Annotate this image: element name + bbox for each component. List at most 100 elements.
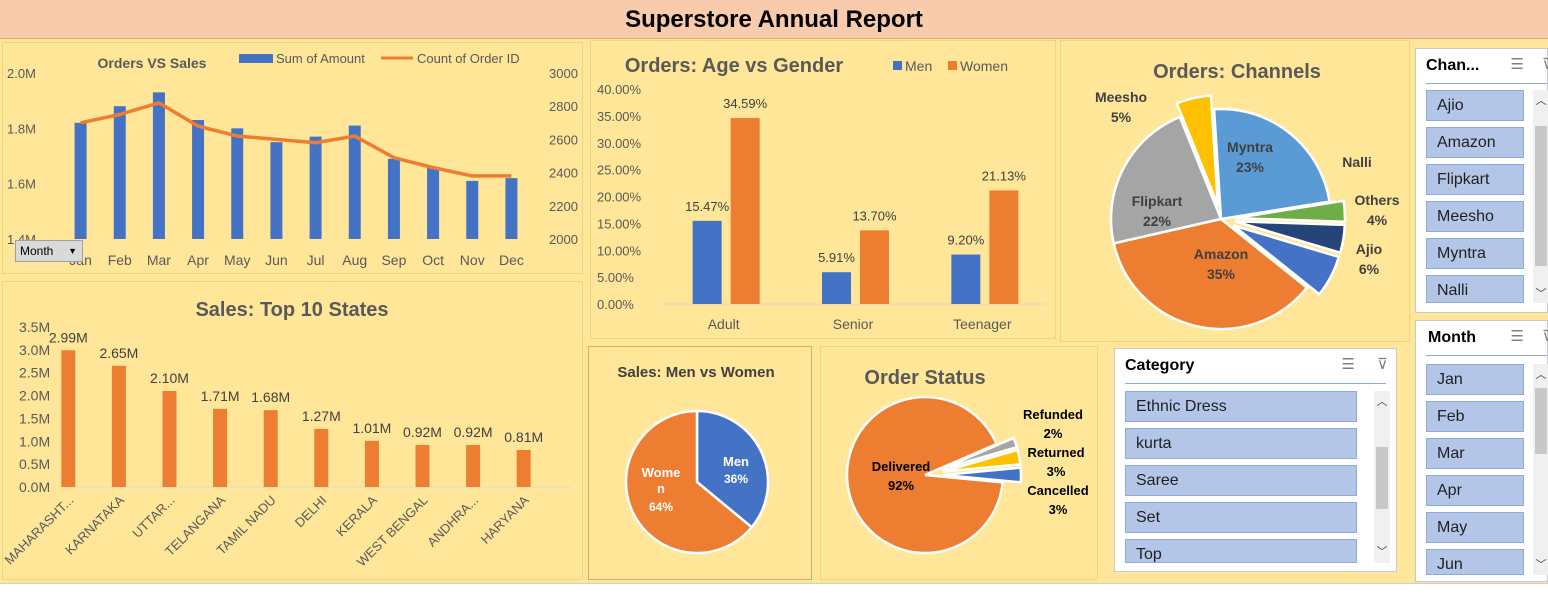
category-slicer-title: Category xyxy=(1125,357,1195,374)
data-label: 1.27M xyxy=(302,408,341,424)
month-scrollbar[interactable]: ︿ ﹀ xyxy=(1533,364,1548,575)
data-label: 21.13% xyxy=(982,168,1027,183)
slicer-icons: ☰ ⊽ xyxy=(1510,55,1548,73)
clear-filter-icon[interactable]: ⊽ xyxy=(1542,56,1548,73)
multi-select-icon[interactable]: ☰ xyxy=(1510,56,1524,73)
slice-label: Meesho xyxy=(1095,89,1147,105)
slice-label: Ajio xyxy=(1356,241,1382,257)
pie-slice-myntra xyxy=(1212,107,1332,221)
bar-amount xyxy=(74,122,87,239)
channels-chart: Orders: Channels Myntra 23% Nalli Others 4% Aj… xyxy=(1095,61,1400,331)
y2-tick-label: 3000 xyxy=(549,66,578,81)
month-slicer: Month ☰ ⊽ Jan Feb Mar Apr May Jun ︿ ﹀ xyxy=(1415,320,1548,582)
slicer-item-flipkart[interactable]: Flipkart xyxy=(1426,164,1524,195)
slicer-item-saree[interactable]: Saree xyxy=(1125,465,1357,496)
y-tick-label: 40.00% xyxy=(597,82,642,97)
slicer-item-ethnic-dress[interactable]: Ethnic Dress xyxy=(1125,391,1357,422)
top-states-chart: Sales: Top 10 States 0.0M 0.5M 1.0M 1.5M 2.0M… xyxy=(1,299,571,569)
legend-swatch-women xyxy=(948,61,957,70)
slicer-item-nalli[interactable]: Nalli xyxy=(1426,275,1524,303)
slice-label: Refunded xyxy=(1023,407,1083,422)
y2-tick-label: 2800 xyxy=(549,99,578,114)
slice-label: Myntra xyxy=(1227,139,1273,155)
x-tick-label: UTTAR... xyxy=(129,493,177,541)
scroll-thumb[interactable] xyxy=(1376,447,1388,509)
chart-title: Orders: Age vs Gender xyxy=(625,55,843,77)
pie-slice-delivered xyxy=(845,395,1005,555)
slicer-item-jun[interactable]: Jun xyxy=(1426,549,1524,575)
scroll-down-icon[interactable]: ﹀ xyxy=(1535,559,1547,571)
bar-men xyxy=(692,220,722,304)
bar-state xyxy=(61,350,76,487)
slicer-item-feb[interactable]: Feb xyxy=(1426,401,1524,432)
x-tick-label: May xyxy=(224,252,250,268)
multi-select-icon[interactable]: ☰ xyxy=(1341,356,1355,373)
chart-title: Order Status xyxy=(864,367,985,389)
scroll-up-icon[interactable]: ︿ xyxy=(1535,95,1547,107)
slice-pct: 4% xyxy=(1367,212,1388,228)
y-tick-label: 1.6M xyxy=(7,177,36,192)
bar-men xyxy=(822,272,851,304)
legend-label: Count of Order ID xyxy=(417,51,520,66)
slicer-item-mar[interactable]: Mar xyxy=(1426,438,1524,469)
x-tick-label: Apr xyxy=(187,252,209,268)
scroll-thumb[interactable] xyxy=(1535,126,1547,266)
channel-scrollbar[interactable]: ︿ ﹀ xyxy=(1533,90,1548,303)
scroll-down-icon[interactable]: ﹀ xyxy=(1376,546,1388,558)
data-label: 0.81M xyxy=(504,429,543,445)
x-tick-label: Sep xyxy=(381,252,406,268)
x-tick-label: Oct xyxy=(422,252,444,268)
slicer-item-myntra[interactable]: Myntra xyxy=(1426,238,1524,269)
channel-slicer-title: Chan... xyxy=(1426,57,1480,74)
report-title: Superstore Annual Report xyxy=(625,6,923,33)
bar-amount xyxy=(387,158,400,239)
order-status-panel: Order Status Delivered 92% Refunded 2% Return… xyxy=(820,346,1098,580)
data-label: 1.68M xyxy=(251,389,290,405)
y-tick-label: 30.00% xyxy=(597,136,642,151)
category-scrollbar[interactable]: ︿ ﹀ xyxy=(1374,391,1390,563)
scroll-down-icon[interactable]: ﹀ xyxy=(1535,288,1547,300)
legend-label: Men xyxy=(905,58,932,74)
scroll-up-icon[interactable]: ︿ xyxy=(1535,369,1547,381)
slice-label: Men xyxy=(723,454,749,469)
slicer-item-apr[interactable]: Apr xyxy=(1426,475,1524,506)
month-filter-button[interactable]: Month ▼ xyxy=(15,240,83,262)
slicer-item-ajio[interactable]: Ajio xyxy=(1426,90,1524,121)
slicer-item-top[interactable]: Top xyxy=(1125,539,1357,563)
slicer-item-set[interactable]: Set xyxy=(1125,502,1357,533)
scroll-thumb[interactable] xyxy=(1535,388,1547,454)
pie-slice-meesho xyxy=(1175,94,1220,206)
slice-pct: 23% xyxy=(1236,159,1265,175)
bar-state xyxy=(466,444,481,487)
bar-state xyxy=(364,440,379,487)
x-tick-label: Jun xyxy=(265,252,288,268)
chart-title: Sales: Men vs Women xyxy=(617,364,774,381)
slicer-divider xyxy=(1426,355,1547,356)
slicer-item-meesho[interactable]: Meesho xyxy=(1426,201,1524,232)
legend-swatch-amount xyxy=(239,54,273,63)
slicer-item-may[interactable]: May xyxy=(1426,512,1524,543)
slice-pct: 64% xyxy=(649,500,673,514)
clear-filter-icon[interactable]: ⊽ xyxy=(1542,328,1548,345)
multi-select-icon[interactable]: ☰ xyxy=(1510,328,1524,345)
slicer-item-jan[interactable]: Jan xyxy=(1426,364,1524,395)
slicer-item-amazon[interactable]: Amazon xyxy=(1426,127,1524,158)
data-label: 15.47% xyxy=(685,199,730,214)
slicer-item-kurta[interactable]: kurta xyxy=(1125,428,1357,459)
y-tick-label: 2.0M xyxy=(7,66,36,81)
y-tick-label: 0.00% xyxy=(597,297,634,312)
x-tick-label: Dec xyxy=(499,252,524,268)
y2-tick-label: 2600 xyxy=(549,132,578,147)
x-tick-label: Aug xyxy=(342,252,367,268)
scroll-up-icon[interactable]: ︿ xyxy=(1376,396,1388,408)
legend-label: Sum of Amount xyxy=(276,51,365,66)
clear-filter-icon[interactable]: ⊽ xyxy=(1377,356,1388,373)
legend-swatch-men xyxy=(893,61,902,70)
x-tick-label: MAHARASHT... xyxy=(3,493,76,568)
y-tick-label: 2.0M xyxy=(19,388,50,404)
pie-slice-flipkart xyxy=(1109,115,1223,245)
y-tick-label: 25.00% xyxy=(597,163,642,178)
slice-label: Cancelled xyxy=(1027,483,1088,498)
data-label: 2.99M xyxy=(49,329,88,345)
bar-women xyxy=(860,230,889,304)
